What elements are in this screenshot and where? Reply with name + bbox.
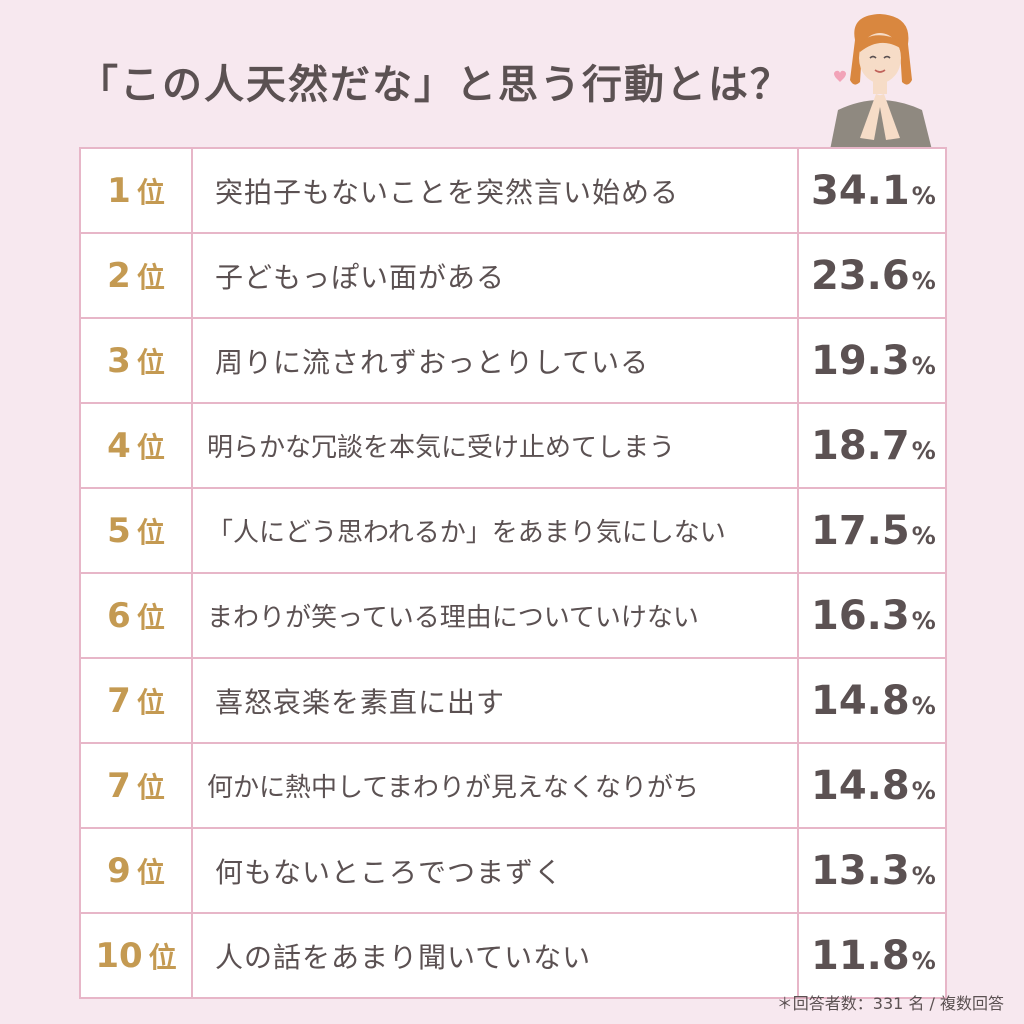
percent-unit: % bbox=[911, 436, 936, 465]
ranking-table: 1 位突拍子もないことを突然言い始める 34.1% 2 位子どもっぽい面がある 23.6%… bbox=[79, 147, 947, 999]
footnote: ＊回答者数：331 名 / 複数回答 bbox=[776, 994, 1004, 1013]
table-row: 10 位人の話をあまり聞いていない 11.8% bbox=[79, 912, 947, 999]
rank-unit: 位 bbox=[136, 600, 165, 634]
rank-number: 7 bbox=[107, 765, 131, 806]
percent-unit: % bbox=[911, 861, 936, 890]
percent-cell: 16.3% bbox=[797, 572, 947, 659]
rank-unit: 位 bbox=[136, 770, 165, 804]
table-row: 3 位周りに流されずおっとりしている 19.3% bbox=[79, 317, 947, 404]
behavior-label: 突拍子もないことを突然言い始める bbox=[191, 147, 799, 234]
table-row: 7 位喜怒哀楽を素直に出す 14.8% bbox=[79, 657, 947, 744]
rank-unit: 位 bbox=[136, 855, 165, 889]
table-row: 6 位まわりが笑っている理由についていけない 16.3% bbox=[79, 572, 947, 659]
percent-cell: 17.5% bbox=[797, 487, 947, 574]
behavior-label: 明らかな冗談を本気に受け止めてしまう bbox=[191, 402, 799, 489]
rank-number: 2 bbox=[107, 255, 131, 296]
percent-value: 18.7 bbox=[811, 422, 910, 469]
table-row: 2 位子どもっぽい面がある 23.6% bbox=[79, 232, 947, 319]
percent-value: 17.5 bbox=[811, 507, 910, 554]
percent-cell: 18.7% bbox=[797, 402, 947, 489]
rank-number: 3 bbox=[107, 340, 131, 381]
rank-number: 5 bbox=[107, 510, 131, 551]
rank-number: 6 bbox=[107, 595, 131, 636]
table-row: 9 位何もないところでつまずく 13.3% bbox=[79, 827, 947, 914]
percent-value: 14.8 bbox=[811, 677, 910, 724]
percent-cell: 14.8% bbox=[797, 742, 947, 829]
rank-unit: 位 bbox=[148, 940, 177, 974]
behavior-label: 人の話をあまり聞いていない bbox=[191, 912, 799, 999]
percent-value: 34.1 bbox=[811, 167, 910, 214]
behavior-label: 周りに流されずおっとりしている bbox=[191, 317, 799, 404]
percent-value: 11.8 bbox=[811, 932, 910, 979]
rank-unit: 位 bbox=[136, 345, 165, 379]
rank-number: 7 bbox=[107, 680, 131, 721]
percent-unit: % bbox=[911, 946, 936, 975]
percent-cell: 14.8% bbox=[797, 657, 947, 744]
table-row: 7 位何かに熱中してまわりが見えなくなりがち 14.8% bbox=[79, 742, 947, 829]
woman-clasping-hands-icon bbox=[830, 14, 932, 150]
percent-value: 16.3 bbox=[811, 592, 910, 639]
rank-number: 1 bbox=[107, 170, 131, 211]
behavior-label: 喜怒哀楽を素直に出す bbox=[191, 657, 799, 744]
rank-cell: 10 位 bbox=[79, 912, 193, 999]
rank-number: 9 bbox=[107, 850, 131, 891]
percent-cell: 23.6% bbox=[797, 232, 947, 319]
table-row: 1 位突拍子もないことを突然言い始める 34.1% bbox=[79, 147, 947, 234]
percent-unit: % bbox=[911, 606, 936, 635]
percent-unit: % bbox=[911, 691, 936, 720]
behavior-label: 何もないところでつまずく bbox=[191, 827, 799, 914]
percent-unit: % bbox=[911, 351, 936, 380]
percent-cell: 34.1% bbox=[797, 147, 947, 234]
rank-unit: 位 bbox=[136, 260, 165, 294]
behavior-label: まわりが笑っている理由についていけない bbox=[191, 572, 799, 659]
percent-unit: % bbox=[911, 776, 936, 805]
rank-unit: 位 bbox=[136, 175, 165, 209]
page-title: 「この人天然だな」と思う行動とは？ bbox=[78, 62, 792, 108]
percent-value: 23.6 bbox=[811, 252, 910, 299]
percent-value: 13.3 bbox=[811, 847, 910, 894]
behavior-label: 子どもっぽい面がある bbox=[191, 232, 799, 319]
percent-unit: % bbox=[911, 521, 936, 550]
percent-unit: % bbox=[911, 266, 936, 295]
percent-cell: 13.3% bbox=[797, 827, 947, 914]
table-row: 4 位明らかな冗談を本気に受け止めてしまう 18.7% bbox=[79, 402, 947, 489]
percent-cell: 11.8% bbox=[797, 912, 947, 999]
percent-value: 14.8 bbox=[811, 762, 910, 809]
rank-unit: 位 bbox=[136, 685, 165, 719]
percent-cell: 19.3% bbox=[797, 317, 947, 404]
rank-number: 10 bbox=[95, 935, 143, 976]
behavior-label: 「人にどう思われるか」をあまり気にしない bbox=[191, 487, 799, 574]
table-row: 5 位「人にどう思われるか」をあまり気にしない 17.5% bbox=[79, 487, 947, 574]
behavior-label: 何かに熱中してまわりが見えなくなりがち bbox=[191, 742, 799, 829]
percent-unit: % bbox=[911, 181, 936, 210]
rank-unit: 位 bbox=[136, 430, 165, 464]
rank-number: 4 bbox=[107, 425, 131, 466]
percent-value: 19.3 bbox=[811, 337, 910, 384]
rank-unit: 位 bbox=[136, 515, 165, 549]
